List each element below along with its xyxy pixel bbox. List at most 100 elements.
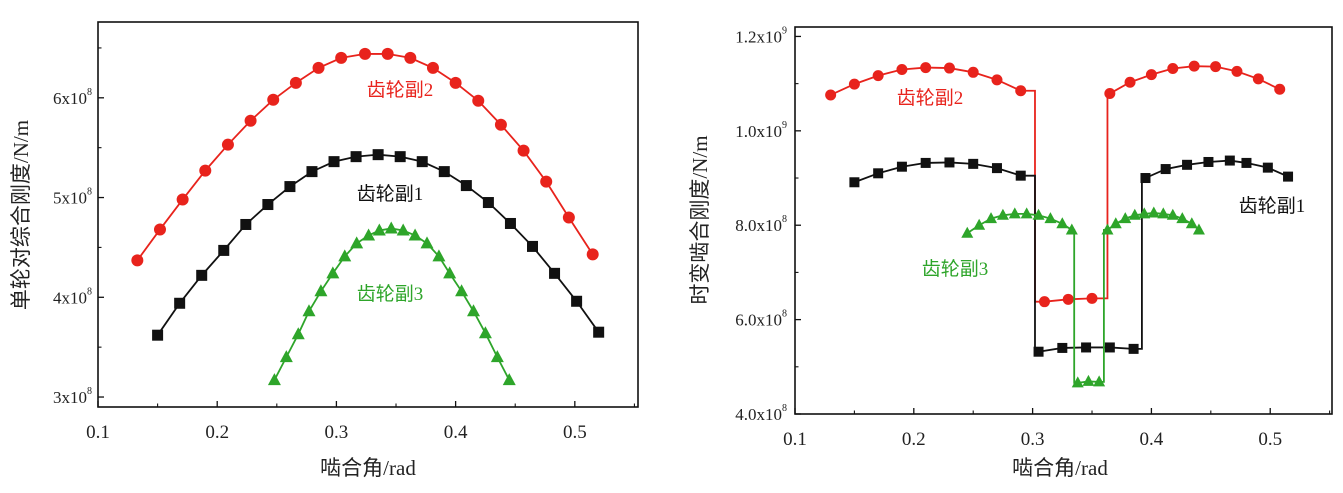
data-point-triangle (362, 228, 376, 241)
y-tick-label: 6.0x108 (735, 309, 787, 330)
data-point-circle (825, 89, 837, 101)
y-tick-label-base: 6.0x10 (735, 311, 782, 330)
data-point-triangle (1082, 374, 1095, 386)
y-tick-label-exponent: 9 (782, 25, 787, 36)
data-point-circle (267, 93, 280, 106)
data-point-circle (494, 118, 507, 131)
data-point-triangle (1192, 223, 1205, 235)
data-point-triangle (1166, 208, 1179, 220)
data-point-square (968, 158, 979, 169)
data-point-triangle (1093, 375, 1106, 387)
data-point-square (1203, 156, 1214, 167)
data-point-triangle (338, 249, 352, 262)
data-point-circle (1086, 292, 1098, 304)
data-point-square (1033, 346, 1044, 357)
data-point-square (1140, 173, 1151, 184)
data-point-circle (872, 70, 884, 82)
data-point-triangle (1138, 207, 1151, 219)
y-tick-label-base: 1.0x10 (735, 122, 782, 141)
plot-frame (794, 26, 1333, 415)
data-point-circle (920, 62, 932, 74)
data-point-triangle (1128, 208, 1141, 220)
x-tick-label: 0.3 (1021, 429, 1045, 450)
data-point-circle (131, 254, 144, 267)
data-point-triangle (1176, 212, 1189, 224)
data-point-square (482, 197, 494, 209)
chart-panel-1: 0.1 0.2 0.3 0.4 0.53x1084x1085x1086x108啮合角/r… (9, 21, 639, 480)
y-tick-label: 5x108 (53, 187, 92, 208)
data-point-circle (1038, 296, 1050, 308)
data-point-square (196, 269, 208, 281)
data-point-circle (1188, 60, 1200, 72)
x-tick-label: 0.2 (902, 429, 926, 450)
data-point-triangle (996, 208, 1009, 220)
data-point-square (438, 166, 450, 178)
data-point-circle (1274, 83, 1286, 95)
data-point-triangle (372, 223, 386, 236)
y-tick-label-exponent: 8 (87, 286, 92, 297)
series-annotation: 齿轮副1 (1239, 195, 1306, 217)
y-tick-label-exponent: 8 (782, 214, 787, 225)
data-point-circle (404, 51, 417, 64)
data-point-square (1081, 342, 1092, 353)
data-point-triangle (1101, 223, 1114, 235)
y-tick-label: 1.2x109 (735, 25, 787, 46)
x-tick-label: 0.5 (1258, 429, 1282, 450)
data-point-square (1128, 343, 1139, 354)
data-point-triangle (420, 236, 434, 249)
data-point-square (549, 267, 561, 279)
y-tick-label-exponent: 9 (782, 120, 787, 131)
series-annotation: 齿轮副1 (357, 183, 424, 205)
data-point-square (328, 156, 340, 168)
series-line (966, 212, 1200, 384)
data-point-circle (153, 223, 166, 236)
data-point-square (1241, 157, 1252, 168)
data-point-circle (199, 164, 212, 177)
data-point-triangle (1044, 212, 1057, 224)
y-tick-label-base: 1.2x10 (735, 27, 782, 46)
series-line (854, 159, 1289, 353)
data-point-triangle (267, 373, 281, 386)
data-point-square (240, 218, 252, 230)
data-point-square (504, 217, 516, 229)
data-point-square (152, 329, 164, 341)
y-tick-label: 3x108 (53, 386, 92, 407)
y-tick-label: 4x108 (53, 286, 92, 307)
data-point-circle (943, 62, 955, 74)
x-tick-label: 0.5 (563, 422, 587, 443)
y-tick-label: 1.0x109 (735, 120, 787, 141)
data-point-triangle (1109, 217, 1122, 229)
data-point-triangle (502, 373, 516, 386)
series-line (136, 53, 594, 261)
x-tick-label: 0.2 (205, 422, 229, 443)
data-point-square (416, 156, 428, 168)
y-tick-label-base: 4.0x10 (735, 405, 782, 424)
data-point-square (873, 168, 884, 179)
data-point-circle (221, 138, 234, 151)
data-point-circle (1231, 65, 1243, 77)
data-point-triangle (432, 249, 446, 262)
y-tick-label-exponent: 8 (782, 309, 787, 320)
data-point-circle (540, 175, 553, 188)
data-point-square (991, 163, 1002, 174)
data-point-triangle (443, 266, 457, 279)
data-point-triangle (1032, 208, 1045, 220)
data-point-square (593, 326, 605, 338)
x-tick-label: 0.1 (783, 429, 807, 450)
data-point-square (1015, 170, 1026, 181)
series-2 (849, 155, 1294, 357)
data-point-circle (586, 248, 599, 261)
data-point-triangle (396, 223, 410, 236)
data-point-triangle (466, 304, 480, 317)
data-point-circle (426, 61, 439, 74)
series-3 (267, 221, 516, 386)
data-point-triangle (478, 326, 492, 339)
x-axis-label: 啮合角/rad (320, 456, 416, 480)
data-point-triangle (973, 218, 986, 230)
data-point-triangle (291, 327, 305, 340)
data-point-circle (562, 211, 575, 224)
x-tick-label: 0.4 (444, 422, 468, 443)
data-point-square (1224, 155, 1235, 166)
data-point-circle (1015, 85, 1027, 97)
